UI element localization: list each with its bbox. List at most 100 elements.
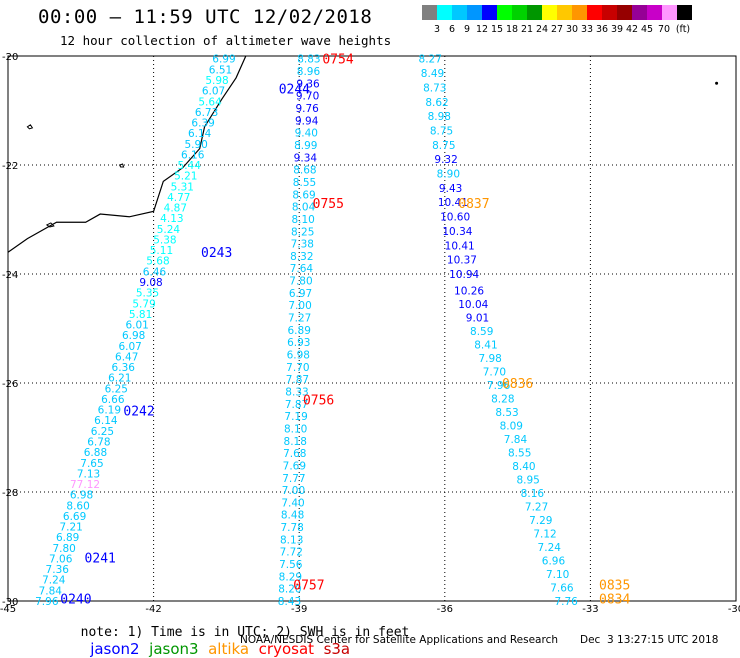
page-title: 00:00 – 11:59 UTC 12/02/2018 (38, 6, 373, 28)
pass-time-label: 0242 (123, 404, 154, 419)
wave-height-value: 5.79 (132, 298, 155, 310)
wave-height-value: 6.16 (181, 149, 205, 161)
wave-height-value: 8.40 (512, 461, 535, 473)
mission-legend-item: jason3 (139, 640, 199, 658)
scale-label: 70 (657, 24, 671, 35)
wave-height-value: 5.68 (146, 256, 169, 268)
wave-height-value: 8.41 (474, 339, 497, 351)
wave-height-value: 7.38 (291, 239, 314, 251)
pass-time-label: 0241 (85, 551, 116, 566)
wave-height-value: 7.40 (281, 497, 304, 509)
wave-height-value: 7.06 (49, 553, 73, 565)
wave-height-value: 8.53 (495, 407, 518, 419)
wave-height-value: 5.98 (205, 75, 228, 87)
lat-tick-label: -20 (2, 52, 18, 63)
wave-height-value: 7.80 (52, 543, 75, 555)
wave-height-value: 8.04 (292, 202, 316, 214)
wave-height-value: 8.75 (430, 125, 453, 137)
wave-height-value: 6.73 (195, 107, 218, 119)
wave-height-value: 6.19 (98, 405, 121, 417)
wave-height-value: 8.75 (432, 140, 455, 152)
wave-height-value: 8.98 (428, 111, 451, 123)
scale-swatch (602, 5, 617, 20)
wave-height-value: 7.70 (286, 362, 309, 374)
wave-height-value: 10.37 (447, 255, 477, 267)
wave-height-value: 6.66 (101, 394, 125, 406)
wave-height-value: 7.24 (538, 542, 562, 554)
wave-height-value: 7.00 (282, 485, 305, 497)
lat-tick-label: -30 (2, 597, 18, 608)
wave-height-value: 8.55 (508, 447, 531, 459)
pass-time-label: 0244 (279, 83, 310, 98)
scale-swatch (647, 5, 662, 20)
wave-height-value: 6.07 (202, 86, 225, 98)
wave-height-value: 7.24 (42, 575, 66, 587)
wave-height-value: 8.95 (516, 474, 539, 486)
wave-height-value: 8.10 (284, 423, 307, 435)
wave-height-value: 7.68 (283, 448, 306, 460)
wave-height-value: 7.98 (478, 353, 501, 365)
scale-swatch (422, 5, 437, 20)
island (715, 81, 719, 85)
wave-height-value: 8.28 (491, 393, 514, 405)
wave-height-value: 8.33 (285, 386, 308, 398)
wave-height-value: 8.55 (293, 177, 316, 189)
wave-height-value: 6.14 (94, 415, 118, 427)
wave-height-value: 8.10 (291, 214, 314, 226)
scale-swatch (437, 5, 452, 20)
wave-height-value: 7.77 (282, 473, 305, 485)
pass-time-label: 0240 (60, 592, 91, 607)
wave-height-value: 8.73 (423, 82, 446, 94)
wave-height-value: 10.94 (449, 269, 479, 281)
scale-label: 24 (535, 24, 549, 35)
scale-label: 9 (463, 24, 471, 35)
wave-height-value: 10.41 (445, 240, 475, 252)
pass-time-label: 0754 (322, 53, 353, 68)
wave-height-value: 5.44 (178, 160, 202, 172)
lat-tick-label: -26 (2, 379, 18, 390)
wave-height-value: 9.70 (296, 91, 319, 103)
wave-height-value: 6.78 (87, 437, 110, 449)
lat-tick-label: -24 (2, 270, 18, 281)
wave-height-value: 5.81 (129, 309, 152, 321)
pass-time-label: 0757 (293, 579, 324, 594)
footer-note: note: 1) Time is in UTC; 2) SWH is in fe… (80, 625, 410, 640)
wave-height-value: 8.99 (294, 140, 317, 152)
wave-height-value: 7.69 (283, 460, 306, 472)
wave-height-value: 6.89 (56, 532, 79, 544)
wave-height-value: 5.31 (171, 181, 194, 193)
wave-height-value: 9.01 (466, 312, 489, 324)
wave-height-value: 6.98 (122, 330, 145, 342)
wave-height-value: 4.77 (167, 192, 190, 204)
wave-height-value: 7.36 (46, 564, 70, 576)
wave-height-value: 6.98 (287, 350, 310, 362)
wave-height-value: 9.36 (296, 78, 320, 90)
wave-height-value: 5.11 (150, 245, 173, 257)
wave-height-value: 8.43 (278, 596, 301, 608)
wave-height-value: 7.78 (280, 522, 303, 534)
wave-height-value: 7.72 (280, 547, 303, 559)
scale-swatch (587, 5, 602, 20)
pass-time-label: 0836 (502, 377, 533, 392)
wave-height-value: 7.56 (279, 559, 303, 571)
wave-height-value: 10.34 (442, 226, 472, 238)
wave-height-value: 7.27 (288, 313, 311, 325)
wave-height-value: 8.16 (521, 488, 545, 500)
credit-text: NOAA/NESDIS Center for Satellite Applica… (240, 634, 558, 646)
wave-height-value: 7.00 (288, 300, 311, 312)
wave-height-value: 6.14 (188, 128, 212, 140)
wave-height-value: 6.21 (108, 373, 131, 385)
wave-height-value: 6.47 (115, 351, 138, 363)
scale-swatch (527, 5, 542, 20)
wave-height-value: 5.24 (157, 224, 181, 236)
wave-height-value: 6.93 (287, 337, 310, 349)
scale-swatch (542, 5, 557, 20)
wave-height-value: 6.96 (542, 555, 566, 567)
wave-height-value: 7.70 (483, 366, 506, 378)
wave-height-value: 10.41 (438, 197, 468, 209)
scale-swatch (677, 5, 692, 20)
wave-height-value: 10.60 (440, 212, 470, 224)
page-subtitle: 12 hour collection of altimeter wave hei… (60, 33, 392, 48)
wave-height-value: 8.48 (281, 510, 304, 522)
scale-swatch (662, 5, 677, 20)
